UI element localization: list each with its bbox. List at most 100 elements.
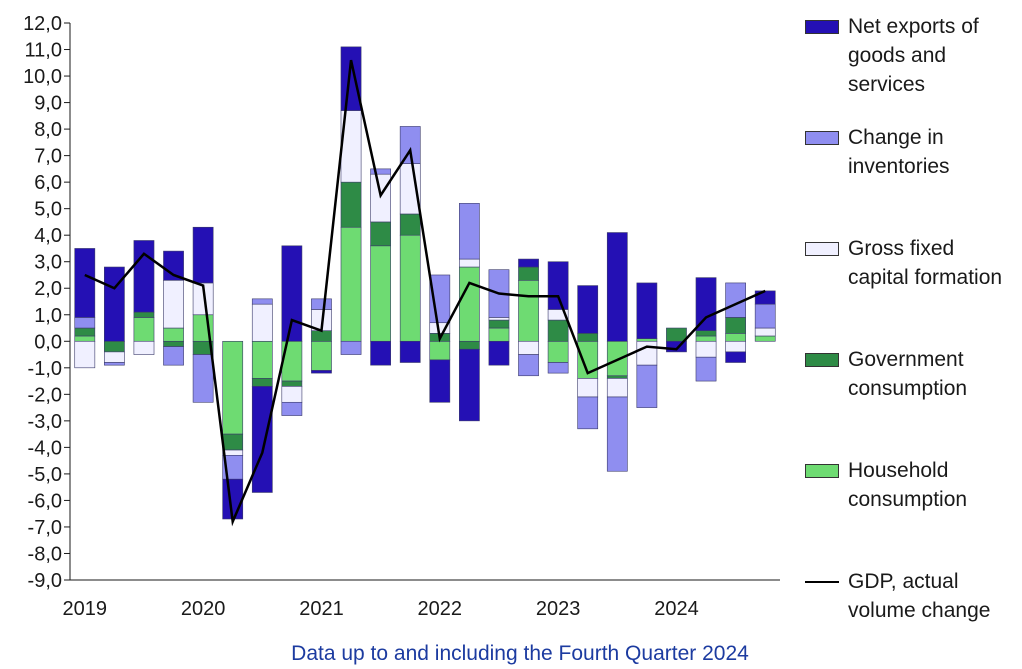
x-tick-label: 2024 xyxy=(654,598,699,620)
bar-segment xyxy=(488,317,510,321)
bar-segment xyxy=(725,351,746,363)
bar-segment xyxy=(399,234,421,342)
bar-segment xyxy=(104,362,125,366)
legend-label: Household consumption xyxy=(848,459,968,511)
y-tick-label: 9,0 xyxy=(34,93,62,115)
legend-swatch xyxy=(805,353,839,367)
bar-segment xyxy=(606,378,628,398)
legend: Net exports of goods and services Change … xyxy=(805,12,1020,669)
bar-segment xyxy=(695,356,717,382)
bar-segment xyxy=(488,319,510,329)
bar-segment xyxy=(340,226,362,342)
bar-segment xyxy=(636,340,658,366)
bar-segment xyxy=(163,327,184,342)
legend-swatch xyxy=(805,242,839,256)
bar-segment xyxy=(370,245,391,342)
x-tick-label: 2022 xyxy=(418,598,463,620)
bar-segment xyxy=(311,330,332,342)
y-tick-label: -2,0 xyxy=(28,384,62,406)
legend-item: Gross fixed capital formation xyxy=(805,234,1020,345)
bar-segment xyxy=(74,317,96,329)
bar-segment xyxy=(606,232,628,342)
bar-segment xyxy=(163,279,184,329)
bar-segment xyxy=(104,351,125,363)
bar-segment xyxy=(74,340,96,369)
legend-swatch xyxy=(805,20,839,34)
bar-segment xyxy=(163,250,184,281)
bar-segment xyxy=(311,370,332,374)
bar-segment xyxy=(311,298,332,310)
y-tick-label: -8,0 xyxy=(28,543,62,565)
bar-segment xyxy=(74,327,96,337)
y-tick-label: 8,0 xyxy=(34,119,62,141)
legend-swatch xyxy=(805,131,839,145)
bar-segment xyxy=(163,340,184,347)
y-tick-label: -4,0 xyxy=(28,437,62,459)
bar-segment xyxy=(518,266,539,281)
bar-segment xyxy=(459,258,480,268)
bar-segment xyxy=(133,340,155,355)
bar-segment xyxy=(725,317,746,334)
bar-segment xyxy=(459,203,480,260)
bar-segment xyxy=(222,433,244,451)
legend-swatch xyxy=(805,581,839,583)
bar-segment xyxy=(518,354,539,377)
bar-segment xyxy=(459,348,480,422)
bar-segment xyxy=(104,340,125,353)
y-tick-label: 10,0 xyxy=(23,66,62,88)
bar-segment xyxy=(340,340,362,355)
bar-segment xyxy=(725,333,746,342)
bar-segment xyxy=(606,375,628,379)
bar-segment xyxy=(459,340,480,350)
bar-segment xyxy=(133,311,155,318)
y-tick-label: -3,0 xyxy=(28,411,62,433)
y-tick-label: 3,0 xyxy=(34,252,62,274)
bar-segment xyxy=(754,303,776,329)
bar-segment xyxy=(636,338,658,342)
bar-segment xyxy=(163,346,184,366)
y-tick-label: 11,0 xyxy=(25,40,62,62)
bar-segment xyxy=(725,340,746,353)
x-tick-label: 2020 xyxy=(181,598,226,620)
legend-label: GDP, actual volume change xyxy=(848,570,991,622)
bar-segment xyxy=(577,396,599,430)
y-tick-label: 7,0 xyxy=(34,146,62,168)
bar-segment xyxy=(754,327,776,337)
bar-segment xyxy=(251,303,273,342)
legend-item: Net exports of goods and services xyxy=(805,12,1020,123)
bar-segment xyxy=(606,396,628,472)
bar-segment xyxy=(370,168,391,175)
legend-label: Government consumption xyxy=(848,348,968,400)
x-tick-label: 2019 xyxy=(63,598,108,620)
bar-segment xyxy=(518,258,539,268)
bar-segment xyxy=(518,340,539,355)
bar-segment xyxy=(488,327,510,342)
bar-segment xyxy=(133,240,155,313)
y-tick-label: -9,0 xyxy=(28,570,62,592)
bar-segment xyxy=(251,378,273,387)
bar-segment xyxy=(547,261,569,310)
bar-segment xyxy=(281,380,303,387)
y-tick-label: -6,0 xyxy=(28,490,62,512)
bar-segment xyxy=(429,340,451,361)
bar-segment xyxy=(695,335,717,342)
bar-segment xyxy=(222,340,244,435)
bar-segment xyxy=(251,340,273,379)
bar-segment xyxy=(577,333,599,342)
bar-segment xyxy=(636,364,658,408)
bar-segment xyxy=(192,354,214,403)
bar-segment xyxy=(370,221,391,247)
bar-segment xyxy=(74,248,96,318)
bar-segment xyxy=(547,319,569,342)
bar-segment xyxy=(695,340,717,358)
bar-segment xyxy=(429,359,451,403)
y-tick-label: -5,0 xyxy=(28,464,62,486)
bar-segment xyxy=(547,362,569,374)
bar-segment xyxy=(399,213,421,236)
bar-segment xyxy=(251,298,273,305)
x-tick-label: 2021 xyxy=(299,598,344,620)
y-tick-label: 5,0 xyxy=(34,199,62,221)
y-tick-label: -1,0 xyxy=(28,358,62,380)
